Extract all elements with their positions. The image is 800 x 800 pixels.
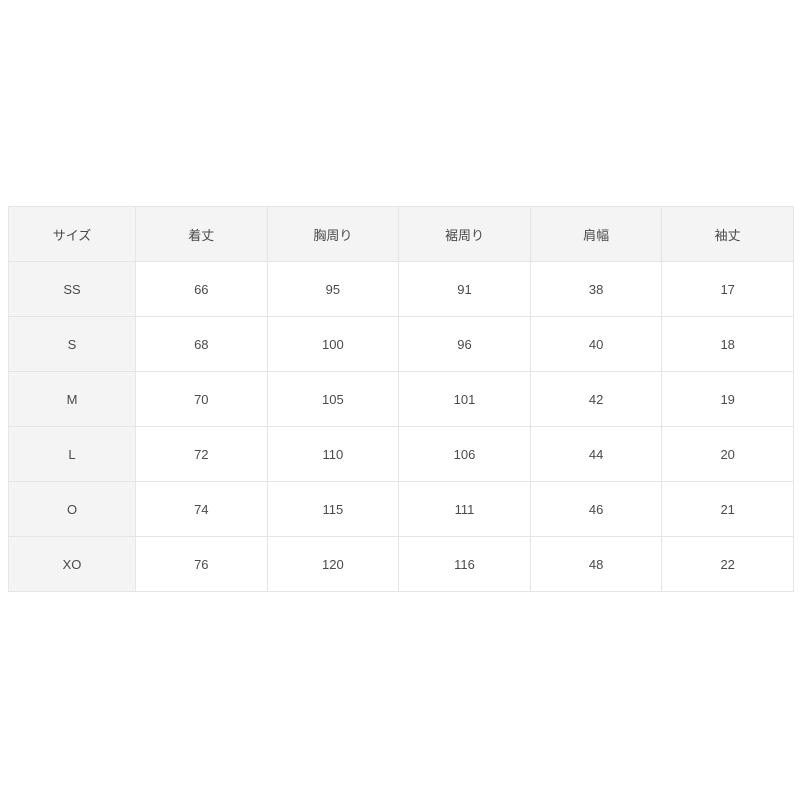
value-cell: 76: [135, 536, 268, 592]
value-cell: 106: [398, 426, 531, 482]
value-cell: 20: [661, 426, 794, 482]
value-cell: 91: [398, 261, 531, 317]
value-cell: 111: [398, 481, 531, 537]
value-cell: 48: [529, 536, 663, 592]
value-cell: 101: [398, 371, 531, 427]
size-label-cell: O: [8, 481, 136, 537]
value-cell: 44: [529, 426, 663, 482]
header-cell-length: 着丈: [135, 206, 268, 262]
size-label-cell: S: [8, 316, 136, 372]
value-cell: 19: [661, 371, 794, 427]
table-row-o: O 74 115 111 46 21: [8, 481, 794, 537]
value-cell: 116: [398, 536, 531, 592]
value-cell: 66: [135, 261, 268, 317]
value-cell: 40: [529, 316, 663, 372]
value-cell: 105: [266, 371, 400, 427]
value-cell: 38: [529, 261, 663, 317]
value-cell: 21: [661, 481, 794, 537]
value-cell: 110: [266, 426, 400, 482]
table-row-ss: SS 66 95 91 38 17: [8, 261, 794, 317]
header-cell-size: サイズ: [8, 206, 136, 262]
value-cell: 115: [266, 481, 400, 537]
size-label-cell: L: [8, 426, 136, 482]
value-cell: 46: [529, 481, 663, 537]
value-cell: 95: [266, 261, 400, 317]
value-cell: 96: [398, 316, 531, 372]
value-cell: 18: [661, 316, 794, 372]
header-cell-chest: 胸周り: [266, 206, 400, 262]
value-cell: 42: [529, 371, 663, 427]
header-cell-sleeve: 袖丈: [661, 206, 794, 262]
size-label-cell: XO: [8, 536, 136, 592]
value-cell: 68: [135, 316, 268, 372]
table-header-row: サイズ 着丈 胸周り 裾周り 肩幅 袖丈: [8, 206, 794, 262]
table-row-m: M 70 105 101 42 19: [8, 371, 794, 427]
value-cell: 17: [661, 261, 794, 317]
value-cell: 70: [135, 371, 268, 427]
header-cell-shoulder: 肩幅: [529, 206, 663, 262]
value-cell: 22: [661, 536, 794, 592]
value-cell: 74: [135, 481, 268, 537]
header-cell-hem: 裾周り: [398, 206, 531, 262]
value-cell: 100: [266, 316, 400, 372]
value-cell: 72: [135, 426, 268, 482]
value-cell: 120: [266, 536, 400, 592]
table-row-xo: XO 76 120 116 48 22: [8, 536, 794, 592]
table-row-l: L 72 110 106 44 20: [8, 426, 794, 482]
size-label-cell: SS: [8, 261, 136, 317]
size-label-cell: M: [8, 371, 136, 427]
table-row-s: S 68 100 96 40 18: [8, 316, 794, 372]
size-chart-table: サイズ 着丈 胸周り 裾周り 肩幅 袖丈 SS 66 95 91 38 17 S…: [8, 206, 794, 592]
